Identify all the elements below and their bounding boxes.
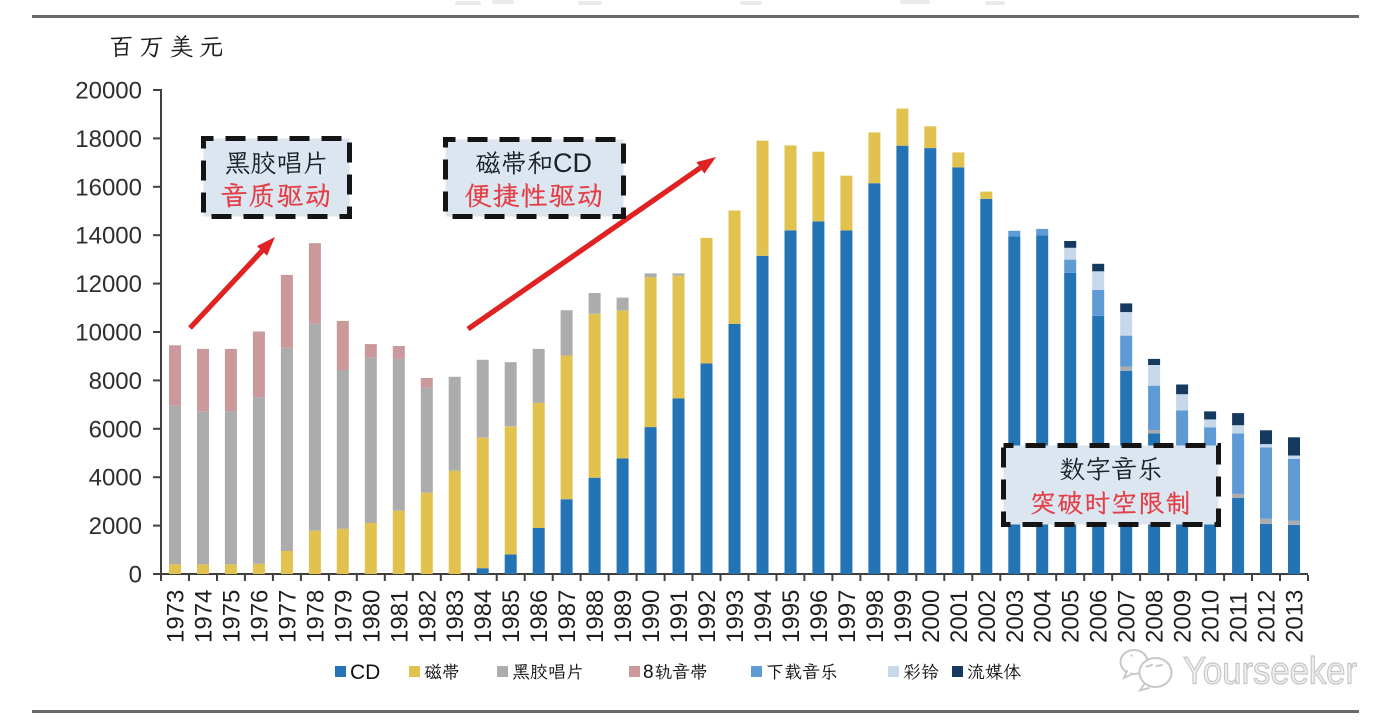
svg-text:2007: 2007 [1114, 590, 1141, 643]
svg-text:14000: 14000 [75, 223, 142, 250]
svg-text:2003: 2003 [1002, 590, 1029, 643]
svg-text:1987: 1987 [554, 590, 581, 643]
svg-text:1994: 1994 [750, 590, 777, 643]
svg-text:2004: 2004 [1030, 590, 1057, 643]
svg-text:1980: 1980 [358, 590, 385, 643]
svg-text:2009: 2009 [1170, 590, 1197, 643]
svg-text:1974: 1974 [191, 590, 218, 643]
svg-text:1983: 1983 [442, 590, 469, 643]
svg-text:1998: 1998 [862, 590, 889, 643]
svg-text:12000: 12000 [75, 271, 142, 298]
svg-text:1986: 1986 [526, 590, 553, 643]
svg-text:2008: 2008 [1142, 590, 1169, 643]
svg-text:4000: 4000 [89, 465, 142, 492]
svg-text:1979: 1979 [330, 590, 357, 643]
svg-text:Yourseeker: Yourseeker [1183, 651, 1357, 693]
svg-text:1990: 1990 [638, 590, 665, 643]
svg-text:2013: 2013 [1282, 590, 1309, 643]
svg-text:2006: 2006 [1086, 590, 1113, 643]
svg-text:1991: 1991 [666, 590, 693, 643]
svg-text:18000: 18000 [75, 126, 142, 153]
svg-text:1992: 1992 [694, 590, 721, 643]
svg-text:1999: 1999 [890, 590, 917, 643]
svg-text:8: 8 [643, 662, 654, 683]
svg-text:1977: 1977 [274, 590, 301, 643]
svg-text:16000: 16000 [75, 174, 142, 201]
svg-text:0: 0 [129, 562, 142, 589]
svg-text:1997: 1997 [834, 590, 861, 643]
svg-text:2011: 2011 [1226, 591, 1253, 643]
svg-text:2001: 2001 [946, 590, 973, 643]
svg-text:1993: 1993 [722, 590, 749, 643]
svg-text:2000: 2000 [89, 513, 142, 540]
svg-text:1989: 1989 [610, 590, 637, 643]
svg-text:6000: 6000 [89, 416, 142, 443]
svg-text:CD: CD [350, 661, 380, 684]
svg-text:1978: 1978 [302, 590, 329, 643]
svg-text:1985: 1985 [498, 590, 525, 643]
svg-text:CD: CD [553, 148, 592, 178]
svg-text:2000: 2000 [918, 590, 945, 643]
svg-text:2005: 2005 [1058, 590, 1085, 643]
svg-text:1973: 1973 [163, 590, 190, 643]
svg-text:2010: 2010 [1198, 590, 1225, 643]
svg-text:1975: 1975 [218, 590, 245, 643]
svg-text:8000: 8000 [89, 368, 142, 395]
svg-text:1995: 1995 [778, 590, 805, 643]
svg-text:2012: 2012 [1254, 590, 1281, 643]
svg-text:10000: 10000 [75, 320, 142, 347]
svg-text:2002: 2002 [974, 590, 1001, 643]
svg-text:1981: 1981 [386, 590, 413, 643]
svg-text:1984: 1984 [470, 590, 497, 643]
svg-text:1982: 1982 [414, 590, 441, 643]
svg-text:1988: 1988 [582, 590, 609, 643]
svg-text:1996: 1996 [806, 590, 833, 643]
svg-text:20000: 20000 [75, 78, 142, 105]
svg-text:1976: 1976 [246, 590, 273, 643]
